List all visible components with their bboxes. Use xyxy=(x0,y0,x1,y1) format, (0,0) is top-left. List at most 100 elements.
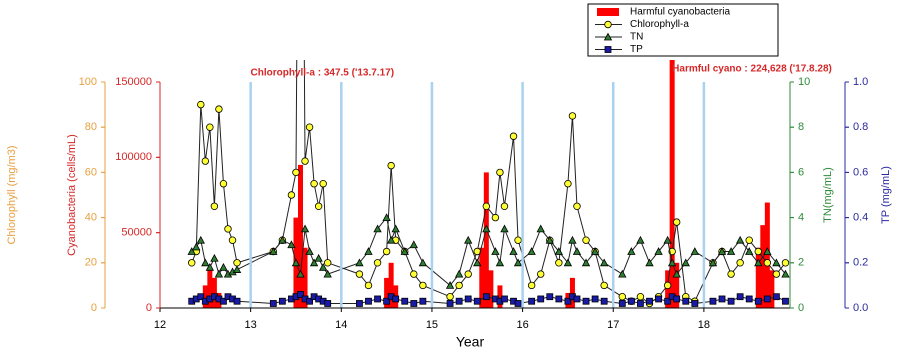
marker xyxy=(509,247,518,255)
marker xyxy=(306,297,313,305)
y-tick-label: 20 xyxy=(85,257,97,269)
marker xyxy=(509,132,518,140)
marker xyxy=(717,247,727,255)
marker xyxy=(297,291,304,298)
marker xyxy=(563,258,573,267)
marker xyxy=(205,262,215,271)
marker xyxy=(572,247,582,255)
marker xyxy=(736,293,744,301)
marker xyxy=(495,258,505,267)
marker xyxy=(772,270,781,278)
marker xyxy=(491,247,500,255)
marker xyxy=(364,281,373,290)
marker xyxy=(278,297,286,305)
marker xyxy=(373,224,382,233)
marker xyxy=(663,281,672,290)
marker xyxy=(464,295,472,303)
marker xyxy=(473,297,481,305)
marker xyxy=(314,253,323,262)
marker xyxy=(446,293,454,301)
y-tick-label: 0 xyxy=(91,302,97,314)
marker xyxy=(726,247,736,255)
marker xyxy=(655,295,662,303)
marker xyxy=(355,258,364,267)
bar xyxy=(483,172,489,308)
bar xyxy=(384,277,390,308)
marker xyxy=(727,270,735,278)
marker xyxy=(664,297,672,305)
marker xyxy=(300,224,310,233)
marker xyxy=(763,259,772,267)
marker xyxy=(391,224,400,233)
marker xyxy=(210,253,219,262)
marker xyxy=(287,240,296,249)
marker xyxy=(573,202,581,210)
marker xyxy=(233,297,241,305)
marker xyxy=(667,258,677,267)
marker xyxy=(627,247,636,255)
marker xyxy=(681,258,690,267)
marker xyxy=(382,213,391,222)
marker xyxy=(773,293,780,301)
bar xyxy=(569,277,575,308)
bar xyxy=(388,262,394,308)
y-tick-label: 0.0 xyxy=(853,302,868,314)
marker xyxy=(214,269,224,278)
y-tick-label: 100 xyxy=(79,76,97,88)
marker xyxy=(568,112,577,120)
marker xyxy=(555,295,563,303)
marker xyxy=(682,297,690,305)
marker xyxy=(691,300,699,307)
marker xyxy=(745,236,753,244)
marker xyxy=(215,105,223,113)
marker xyxy=(356,300,363,307)
marker xyxy=(419,297,427,305)
marker xyxy=(754,258,763,267)
marker xyxy=(374,295,381,303)
bar xyxy=(479,247,485,308)
marker xyxy=(581,258,591,267)
marker xyxy=(709,297,717,305)
marker xyxy=(454,269,464,278)
bar xyxy=(674,262,680,308)
marker xyxy=(527,247,536,255)
y-tick-label: 8 xyxy=(798,121,804,133)
marker xyxy=(555,259,563,267)
marker xyxy=(232,265,242,273)
marker xyxy=(220,297,227,305)
y-tick-label: 10 xyxy=(798,76,810,88)
marker xyxy=(445,281,455,289)
marker xyxy=(446,300,454,307)
marker xyxy=(501,295,508,303)
marker xyxy=(673,295,681,303)
y-tick-label: 2 xyxy=(798,257,804,269)
y-axis-label: Chlorophyll (mg/m3) xyxy=(6,145,18,244)
marker xyxy=(582,236,590,244)
marker xyxy=(600,281,608,290)
marker xyxy=(287,191,296,199)
bar xyxy=(207,270,213,308)
x-tick-label: 13 xyxy=(245,319,257,331)
legend-label: TP xyxy=(630,44,643,55)
marker xyxy=(618,293,627,301)
marker xyxy=(233,259,241,267)
marker xyxy=(228,236,237,244)
y-tick-label: 100000 xyxy=(115,151,152,163)
legend-swatch xyxy=(597,8,619,16)
marker xyxy=(564,179,572,188)
y-tick-label: 40 xyxy=(85,212,97,224)
x-tick-label: 17 xyxy=(607,319,619,331)
marker xyxy=(324,300,332,307)
marker xyxy=(636,235,645,244)
marker xyxy=(590,247,600,255)
marker xyxy=(310,179,318,188)
bar xyxy=(211,277,217,308)
marker xyxy=(301,157,309,165)
marker xyxy=(373,259,382,267)
marker xyxy=(355,270,364,278)
marker xyxy=(604,20,612,29)
marker xyxy=(582,297,590,305)
marker xyxy=(536,224,545,233)
marker xyxy=(473,258,482,267)
bar xyxy=(497,285,503,308)
